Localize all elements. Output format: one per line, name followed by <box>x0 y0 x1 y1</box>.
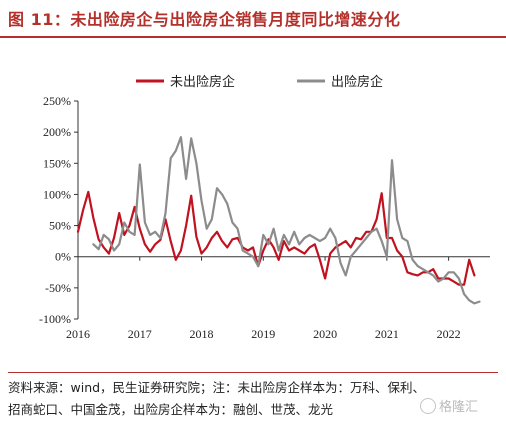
x-axis: 2016 2017 2018 2019 2020 2021 2022 <box>66 256 490 341</box>
series-line-1 <box>76 190 476 286</box>
chart-legend: 未出险房企 出险房企 <box>136 74 383 90</box>
y-tick-label: 0% <box>55 250 71 264</box>
x-tick-label: 2021 <box>375 327 399 341</box>
line-chart: 未出险房企 出险房企 -100% -50% 0% 50% 100% 150% 200% 250%… <box>39 74 490 341</box>
legend-label-2: 出险房企 <box>331 74 383 90</box>
watermark: 格隆汇 <box>420 396 478 415</box>
y-tick-label: 100% <box>43 187 71 201</box>
watermark-logo-icon <box>420 398 436 414</box>
watermark-text: 格隆汇 <box>439 400 479 415</box>
y-tick-label: 150% <box>43 156 71 170</box>
plot-area <box>76 136 481 305</box>
y-axis: -100% -50% 0% 50% 100% 150% 200% 250% <box>39 94 79 326</box>
x-tick-label: 2016 <box>66 327 90 341</box>
source-line-2: 招商蛇口、中国金茂，出险房企样本为：融创、世茂、龙光 <box>8 402 334 417</box>
source-line-1: 资料来源：wind，民生证券研究院；注：未出险房企样本为：万科、保利、 <box>8 380 426 395</box>
y-tick-label: -50% <box>45 281 71 295</box>
x-tick-label: 2020 <box>313 327 337 341</box>
x-tick-label: 2019 <box>251 327 275 341</box>
y-tick-label: -100% <box>39 312 71 326</box>
y-tick-label: 250% <box>43 94 71 108</box>
y-tick-label: 50% <box>49 219 71 233</box>
y-tick-label: 200% <box>43 125 71 139</box>
legend-label-1: 未出险房企 <box>170 74 235 90</box>
x-tick-label: 2022 <box>437 327 461 341</box>
source-note: 资料来源：wind，民生证券研究院；注：未出险房企样本为：万科、保利、 招商蛇口… <box>8 372 498 421</box>
title-bar: 图 11：未出险房企与出险房企销售月度同比增速分化 <box>0 0 506 38</box>
series-line-2 <box>92 136 481 305</box>
figure-title: 图 11：未出险房企与出险房企销售月度同比增速分化 <box>8 10 401 29</box>
x-tick-label: 2018 <box>190 327 214 341</box>
x-tick-label: 2017 <box>128 327 152 341</box>
